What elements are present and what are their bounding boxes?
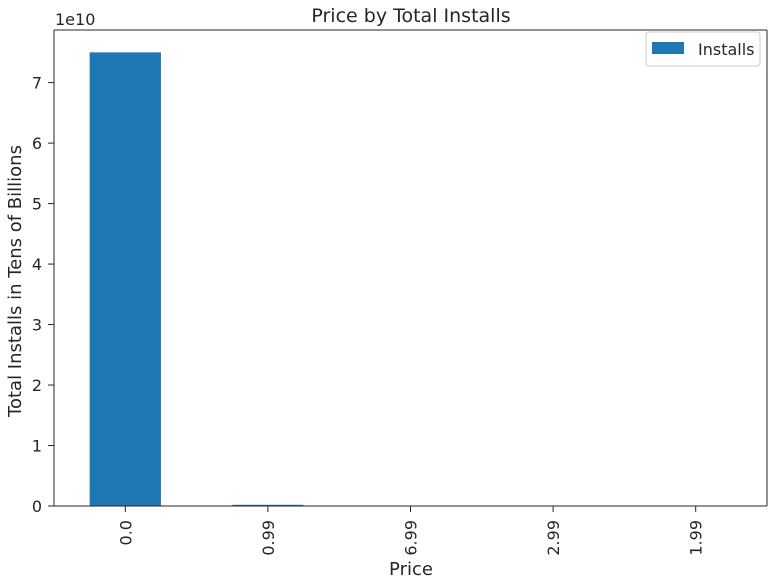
x-axis-label: Price: [389, 559, 433, 580]
bar-0-99: [232, 504, 304, 506]
x-tick-label: 2.99: [544, 520, 563, 556]
bar-0-0: [89, 52, 161, 506]
x-tick-label: 1.99: [687, 520, 706, 556]
legend-frame: [645, 31, 761, 67]
y-tick-label: 5: [32, 195, 42, 214]
x-axis-ticks: 0.0 0.99 6.99 2.99 1.99: [116, 506, 706, 556]
x-tick-label: 6.99: [402, 520, 421, 556]
legend: Installs: [645, 31, 761, 67]
x-tick-label: 0.99: [259, 520, 278, 556]
y-tick-label: 7: [32, 74, 42, 93]
y-axis-ticks: 0 1 2 3 4 5 6 7: [32, 74, 54, 516]
y-tick-label: 4: [32, 255, 42, 274]
x-tick-label: 0.0: [116, 520, 135, 545]
plot-area: [53, 29, 768, 507]
legend-label: Installs: [698, 40, 755, 59]
y-tick-label: 1: [32, 437, 42, 456]
y-tick-label: 3: [32, 316, 42, 335]
legend-swatch: [652, 42, 684, 54]
y-axis-label: Total Installs in Tens of Billions: [5, 145, 26, 418]
y-axis-offset-label: 1e10: [55, 10, 95, 29]
y-tick-label: 6: [32, 134, 42, 153]
y-tick-label: 2: [32, 376, 42, 395]
chart-title: Price by Total Installs: [311, 5, 510, 27]
y-tick-label: 0: [32, 497, 42, 516]
